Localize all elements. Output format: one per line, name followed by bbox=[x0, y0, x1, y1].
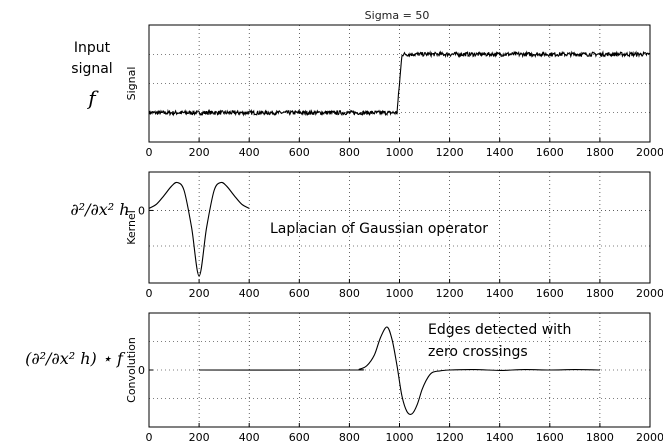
kernel-formula-label: ∂²/∂x² h bbox=[70, 200, 129, 219]
x-tick-label: 600 bbox=[289, 287, 310, 300]
x-tick-label: 0 bbox=[146, 146, 153, 159]
x-tick-label: 1800 bbox=[586, 431, 614, 444]
x-tick-label: 400 bbox=[239, 287, 260, 300]
y-axis-label: Convolution bbox=[125, 337, 138, 403]
convolution-formula-label: (∂²/∂x² h) ⋆ f bbox=[25, 349, 126, 368]
x-tick-label: 1000 bbox=[386, 146, 414, 159]
x-tick-label: 1200 bbox=[436, 287, 464, 300]
x-tick-label: 2000 bbox=[636, 431, 663, 444]
x-tick-label: 2000 bbox=[636, 287, 663, 300]
edges-annotation-line2: zero crossings bbox=[428, 344, 528, 360]
y-tick-label: 0 bbox=[138, 364, 145, 377]
x-tick-label: 600 bbox=[289, 146, 310, 159]
y-axis-label: Kernel bbox=[125, 210, 138, 245]
x-tick-label: 1600 bbox=[536, 287, 564, 300]
x-tick-label: 800 bbox=[339, 431, 360, 444]
x-tick-label: 1200 bbox=[436, 146, 464, 159]
series-line bbox=[199, 326, 600, 415]
x-tick-label: 1200 bbox=[436, 431, 464, 444]
x-tick-label: 200 bbox=[189, 146, 210, 159]
series-line bbox=[148, 181, 250, 277]
x-tick-label: 1600 bbox=[536, 146, 564, 159]
kernel-panel: 0 200 400 600 800 1000 1200 1400 1600 1800 20000Ke… bbox=[125, 171, 663, 300]
x-tick-label: 200 bbox=[189, 431, 210, 444]
x-tick-label: 0 bbox=[146, 431, 153, 444]
x-tick-label: 600 bbox=[289, 431, 310, 444]
input-symbol: f bbox=[86, 86, 99, 110]
x-tick-label: 2000 bbox=[636, 146, 663, 159]
x-tick-label: 200 bbox=[189, 287, 210, 300]
y-axis-label: Signal bbox=[125, 67, 138, 101]
x-tick-label: 1400 bbox=[486, 431, 514, 444]
chart-title: Sigma = 50 bbox=[365, 9, 430, 22]
x-tick-label: 0 bbox=[146, 287, 153, 300]
x-tick-label: 800 bbox=[339, 146, 360, 159]
x-tick-label: 400 bbox=[239, 146, 260, 159]
x-tick-label: 1000 bbox=[386, 431, 414, 444]
x-tick-label: 1800 bbox=[586, 287, 614, 300]
log-operator-annotation: Laplacian of Gaussian operator bbox=[270, 221, 488, 237]
convolution-panel: 0 200 400 600 800 1000 1200 1400 1600 1800 20000Co… bbox=[125, 312, 663, 444]
input-label-line1: Input bbox=[74, 40, 111, 56]
edges-annotation-line1: Edges detected with bbox=[428, 322, 571, 338]
series-line bbox=[148, 50, 651, 117]
x-tick-label: 400 bbox=[239, 431, 260, 444]
x-tick-label: 1400 bbox=[486, 146, 514, 159]
y-tick-label: 0 bbox=[138, 204, 145, 217]
x-tick-label: 1600 bbox=[536, 431, 564, 444]
x-tick-label: 800 bbox=[339, 287, 360, 300]
x-tick-label: 1400 bbox=[486, 287, 514, 300]
input-label-line2: signal bbox=[71, 61, 112, 77]
signal-panel: 0 200 400 600 800 1000 1200 1400 1600 1800 2000 Sig… bbox=[125, 24, 663, 159]
x-tick-label: 1000 bbox=[386, 287, 414, 300]
x-tick-label: 1800 bbox=[586, 146, 614, 159]
